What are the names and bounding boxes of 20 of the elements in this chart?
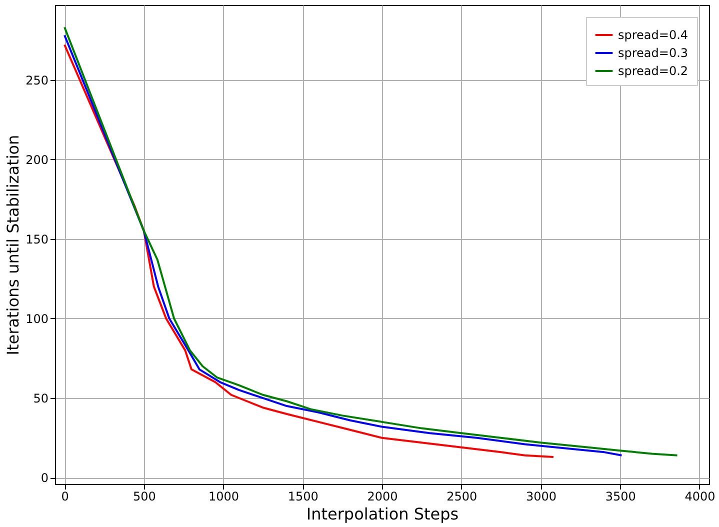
x-tick-label: 1500: [288, 490, 318, 504]
x-tick-label: 3500: [605, 490, 636, 504]
y-tick-label: 200: [26, 152, 48, 167]
y-tick-label: 150: [26, 232, 48, 246]
x-tick-label: 2500: [446, 490, 478, 504]
y-tick-label: 50: [33, 392, 48, 406]
x-axis-title: Interpolation Steps: [306, 504, 459, 524]
x-tick-label: 2000: [367, 490, 398, 504]
y-tick-label: 250: [26, 73, 48, 88]
legend-label: spread=0.4: [618, 28, 688, 42]
x-tick-label: 500: [132, 490, 156, 504]
x-tick-label: 3000: [526, 490, 557, 504]
y-tick-label: 0: [40, 471, 48, 486]
x-tick-label: 4000: [684, 490, 716, 504]
x-tick-label: 1000: [208, 490, 240, 504]
legend-label: spread=0.2: [618, 64, 688, 78]
legend-label: spread=0.3: [618, 46, 688, 60]
x-tick-label: 0: [61, 490, 69, 504]
y-axis-title: Iterations until Stabilization: [4, 134, 23, 356]
y-tick-label: 100: [26, 312, 48, 326]
